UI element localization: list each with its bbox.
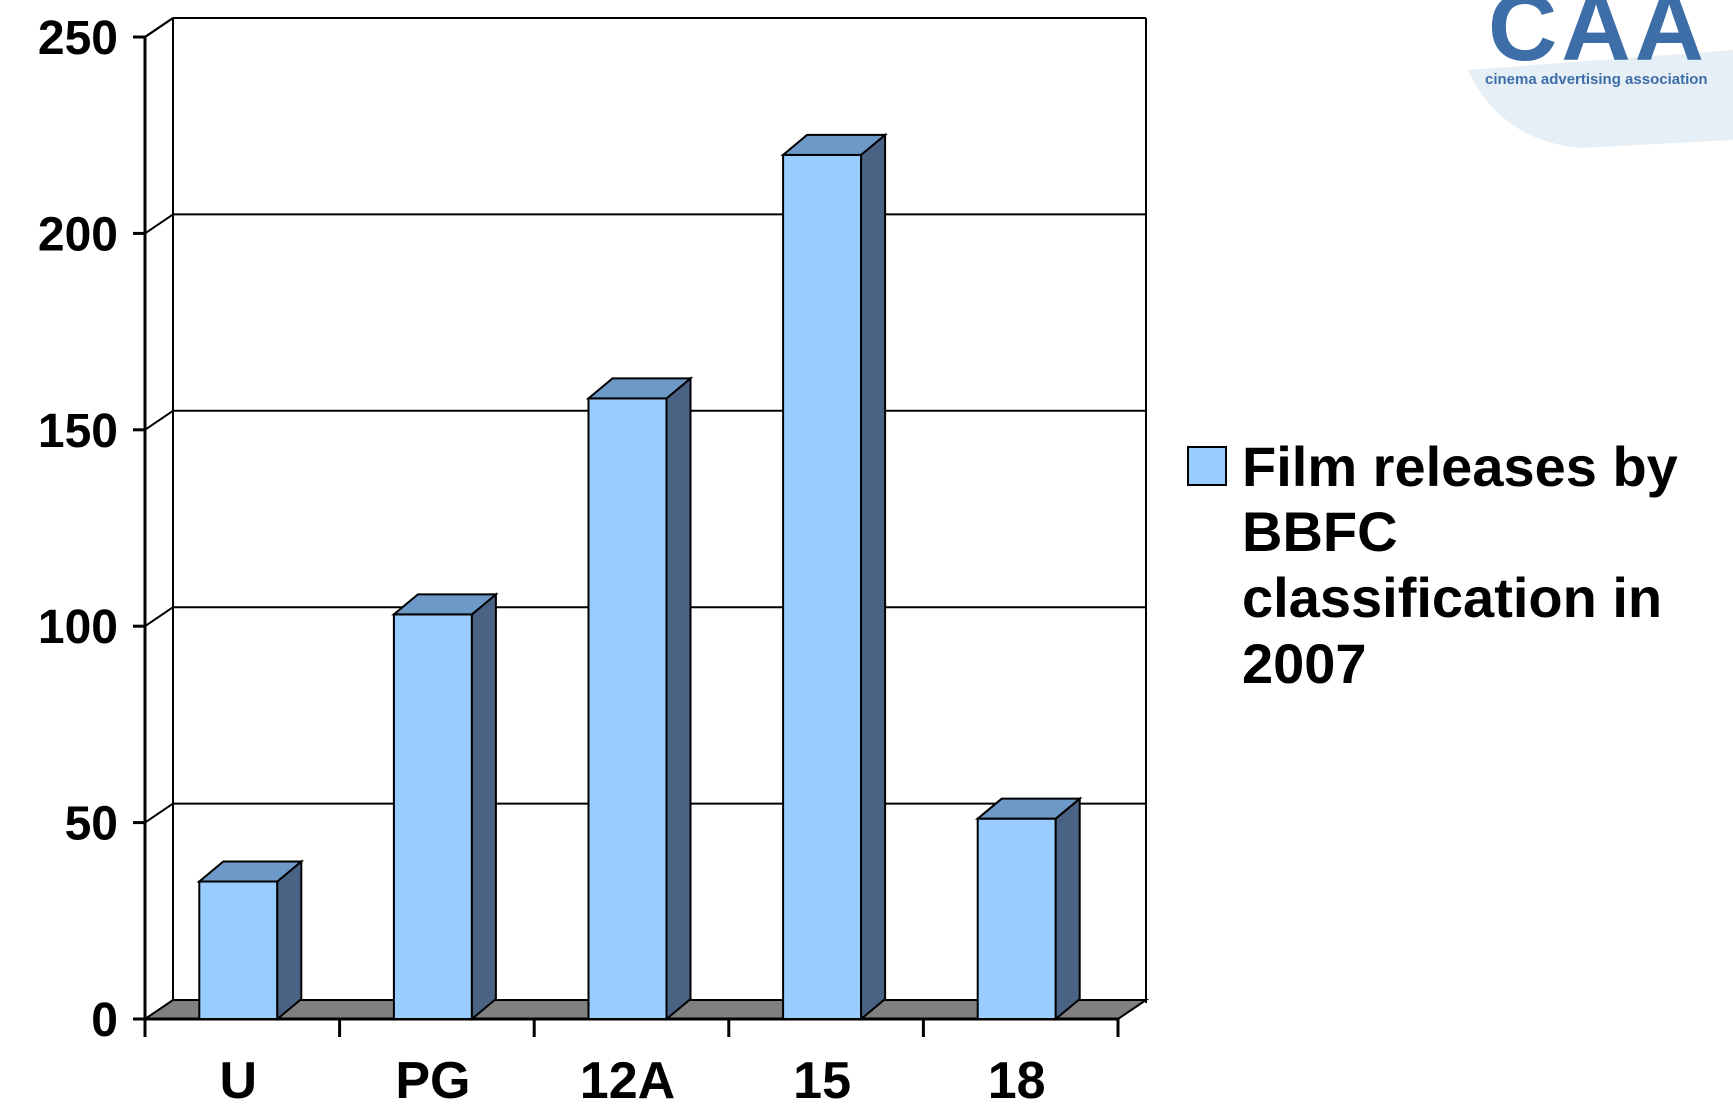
bar-side	[470, 592, 497, 1022]
x-tick-label: 12A	[580, 1052, 675, 1110]
legend-label-line: BBFC	[1242, 500, 1398, 563]
bar-side	[665, 376, 692, 1022]
y-tick-label: 100	[38, 601, 118, 654]
bar-side	[1054, 796, 1081, 1022]
y-tick-label: 0	[91, 994, 118, 1047]
y-axis: 0 50 100 150 200 250	[38, 12, 147, 1047]
bar-front	[198, 880, 279, 1021]
logo-tagline: cinema advertising association	[1485, 71, 1708, 88]
gridline-side	[144, 606, 174, 628]
legend: Film releases by BBFC classification in …	[1187, 435, 1693, 695]
y-tick-label: 250	[38, 12, 118, 65]
bar-pg	[391, 592, 499, 1022]
bar-top	[780, 133, 888, 156]
bar-side	[860, 132, 887, 1022]
category-labels: U PG 12A 15 18	[220, 1052, 1046, 1110]
bar-side	[276, 859, 303, 1022]
bar-front	[392, 613, 473, 1021]
x-tick-label: U	[220, 1052, 258, 1110]
bar-top	[585, 377, 694, 400]
y-tick-label: 200	[38, 208, 118, 261]
y-tick-label: 50	[65, 798, 118, 851]
gridline-side	[144, 802, 174, 824]
caa-logo: CAA cinema advertising association	[1468, 0, 1733, 148]
legend-label-line: classification in	[1242, 566, 1662, 629]
x-tick-label: 15	[793, 1052, 851, 1110]
legend-label: Film releases by BBFC classification in …	[1242, 435, 1693, 695]
bar-12a	[585, 376, 694, 1022]
x-axis-ticks	[143, 1019, 1120, 1037]
bar-front	[782, 153, 863, 1020]
x-axis	[143, 1017, 1120, 1037]
gridline-side	[144, 213, 174, 235]
legend-swatch	[1187, 446, 1227, 486]
bar-front	[587, 397, 668, 1021]
gridline-side	[144, 409, 174, 431]
bar-front	[976, 817, 1057, 1020]
legend-label-line: Film releases by	[1242, 435, 1678, 498]
bar-series	[196, 132, 1083, 1022]
bar-18	[974, 796, 1083, 1022]
gridline-side	[144, 17, 174, 38]
logo-text: CAA	[1488, 0, 1708, 81]
bar-top	[391, 593, 499, 616]
x-tick-label: 18	[988, 1052, 1046, 1110]
y-axis-ticks: 0 50 100 150 200 250	[38, 12, 145, 1047]
logo-swoosh	[1468, 50, 1733, 148]
bar-u	[196, 859, 305, 1022]
bar-top	[196, 860, 305, 883]
y-tick-label: 150	[38, 405, 118, 458]
x-tick-label: PG	[395, 1052, 470, 1110]
bar-top	[974, 797, 1083, 820]
bar-15	[780, 132, 888, 1022]
legend-label-line: 2007	[1242, 632, 1367, 695]
